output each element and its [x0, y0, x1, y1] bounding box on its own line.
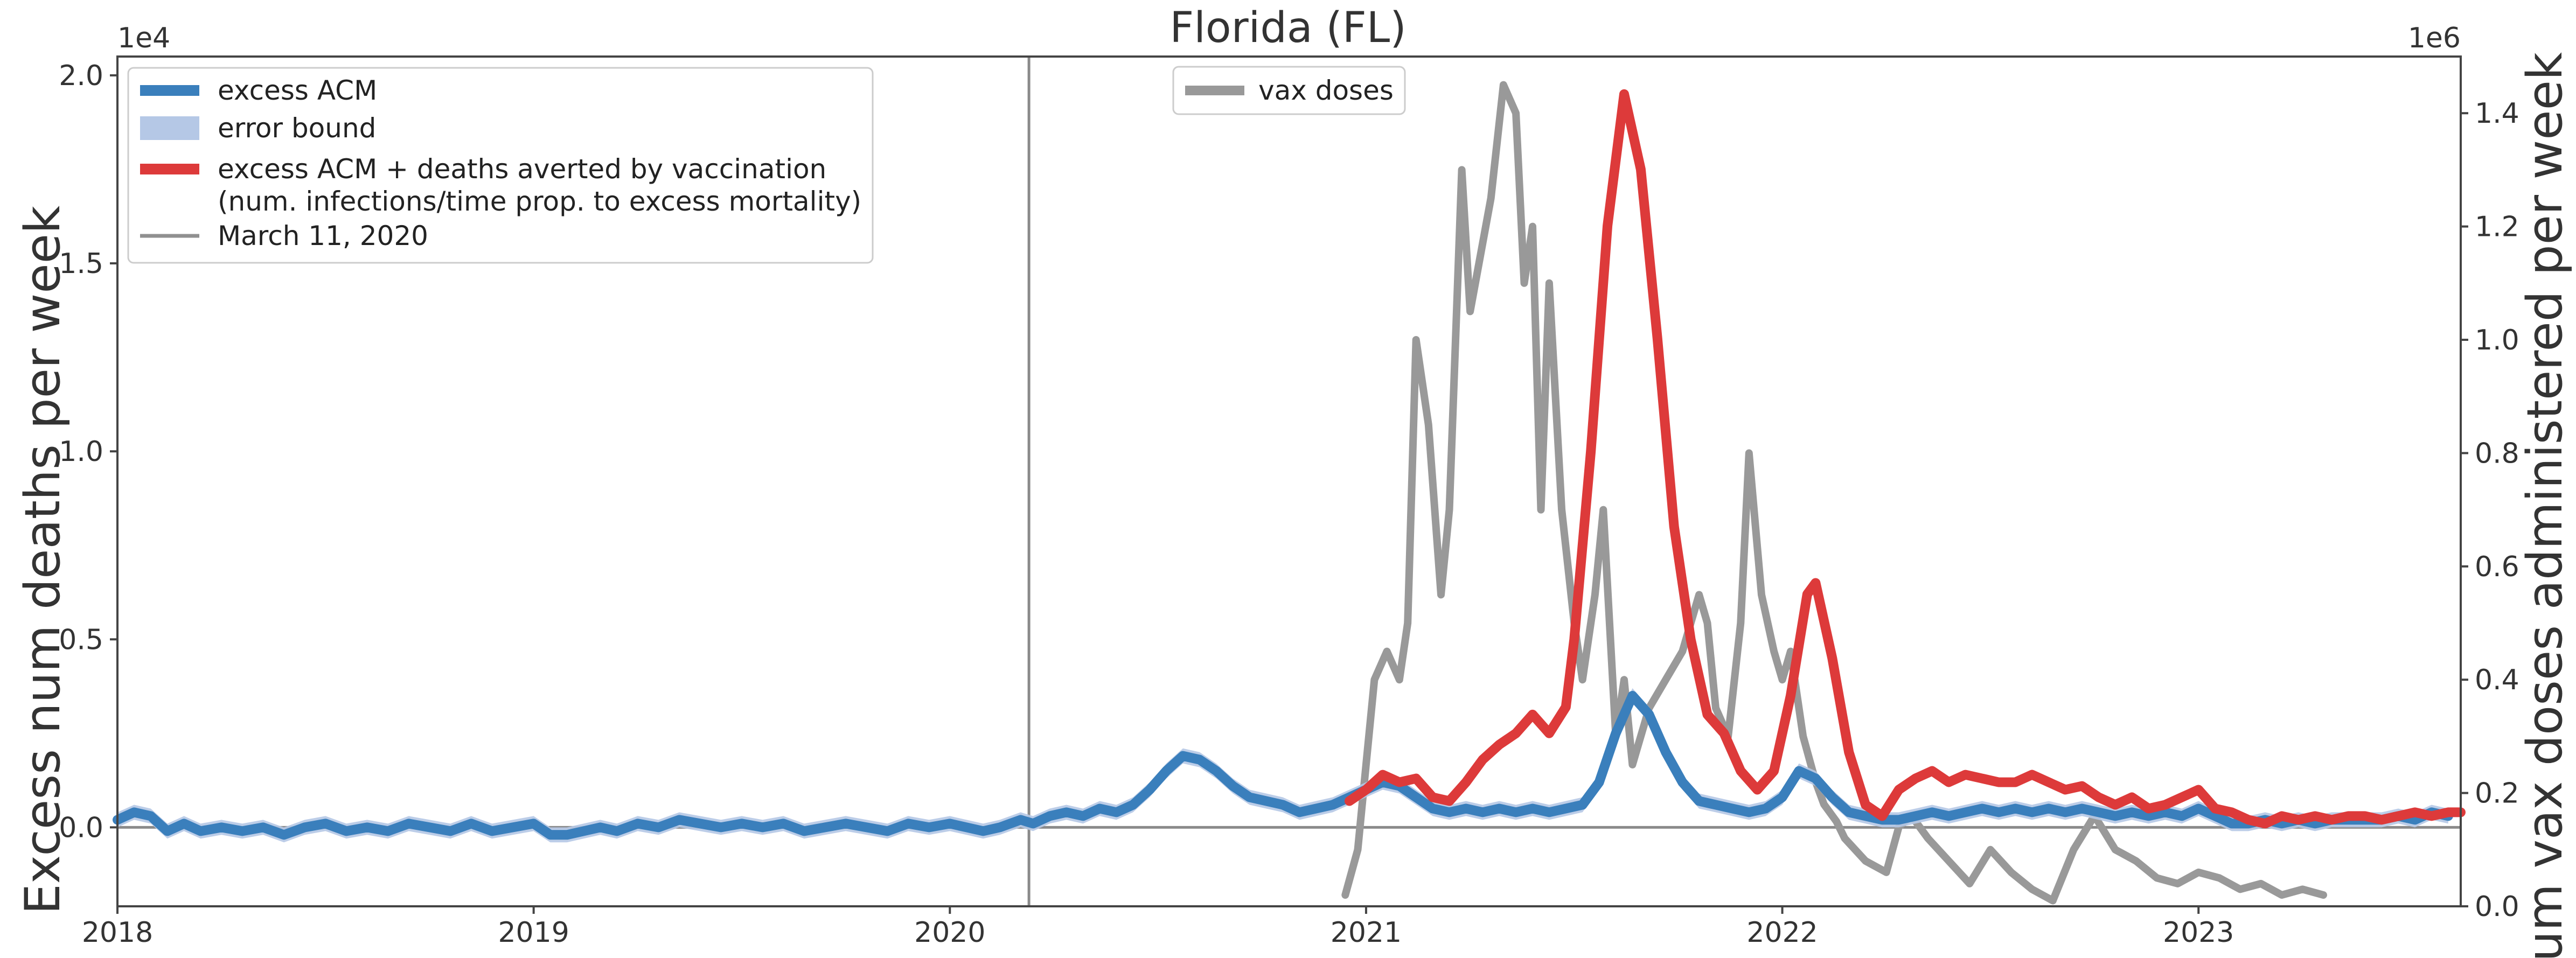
x-tick-label: 2020 — [914, 917, 985, 949]
right-axis-multiplier: 1e6 — [2408, 22, 2461, 54]
plot-area: 2018 2019 2020 2021 2022 2023 0.0 0.5 1.0 1.5 2.0 0… — [59, 55, 2519, 949]
legend-label: error bound — [218, 113, 376, 144]
series-line-vax-doses — [1341, 81, 2327, 905]
legend-right: vax doses — [1172, 66, 1406, 115]
y-right-tick-label: 0.6 — [2475, 551, 2519, 583]
y-right-tick-label: 0.2 — [2475, 778, 2519, 810]
x-tick-label: 2018 — [82, 917, 153, 949]
legend-label: excess ACM — [218, 75, 377, 106]
y-left-tick-label: 1.5 — [59, 248, 103, 280]
y-right-tick-label: 0.4 — [2475, 664, 2519, 696]
y-right-tick-label: 0.8 — [2475, 437, 2519, 470]
series-line-excess-acm — [113, 691, 2453, 840]
y-left-tick-label: 0.5 — [59, 624, 103, 656]
y-right-tick-label: 1.4 — [2475, 97, 2519, 130]
legend-right-box — [1172, 66, 1406, 115]
left-axis-label: Excess num deaths per week — [15, 206, 71, 914]
x-tick-label: 2022 — [1746, 917, 1818, 949]
legend-label-line2: (num. infections/time prop. to excess mo… — [218, 186, 861, 217]
legend-label: excess ACM + deaths averted by vaccinati… — [218, 153, 826, 185]
y-left-tick-label: 1.0 — [59, 436, 103, 468]
legend-left: excess ACM error bound excess ACM + deaths… — [127, 67, 874, 264]
left-axis-multiplier: 1e4 — [117, 22, 170, 54]
x-tick-label: 2023 — [2163, 917, 2234, 949]
plot-frame — [116, 55, 2462, 907]
y-right-tick-label: 0.0 — [2475, 891, 2519, 923]
error-bound-band — [117, 688, 2448, 843]
right-axis-label: Num vax doses administered per week — [2517, 52, 2573, 958]
y-right-tick-label: 1.0 — [2475, 324, 2519, 356]
legend-label: vax doses — [1258, 75, 1394, 106]
legend-label: March 11, 2020 — [218, 220, 428, 251]
x-tick-label: 2019 — [498, 917, 569, 949]
legend-swatch — [140, 116, 199, 140]
y-left-tick-label: 0.0 — [59, 812, 103, 844]
legend-left-box — [127, 67, 874, 264]
chart-title: Florida (FL) — [1169, 4, 1406, 52]
y-right-tick-label: 1.2 — [2475, 211, 2519, 243]
y-left-tick-label: 2.0 — [59, 60, 103, 92]
x-tick-label: 2021 — [1331, 917, 1402, 949]
series-line-excess-acm-deaths-averted-by-vaccination — [1345, 89, 2466, 829]
